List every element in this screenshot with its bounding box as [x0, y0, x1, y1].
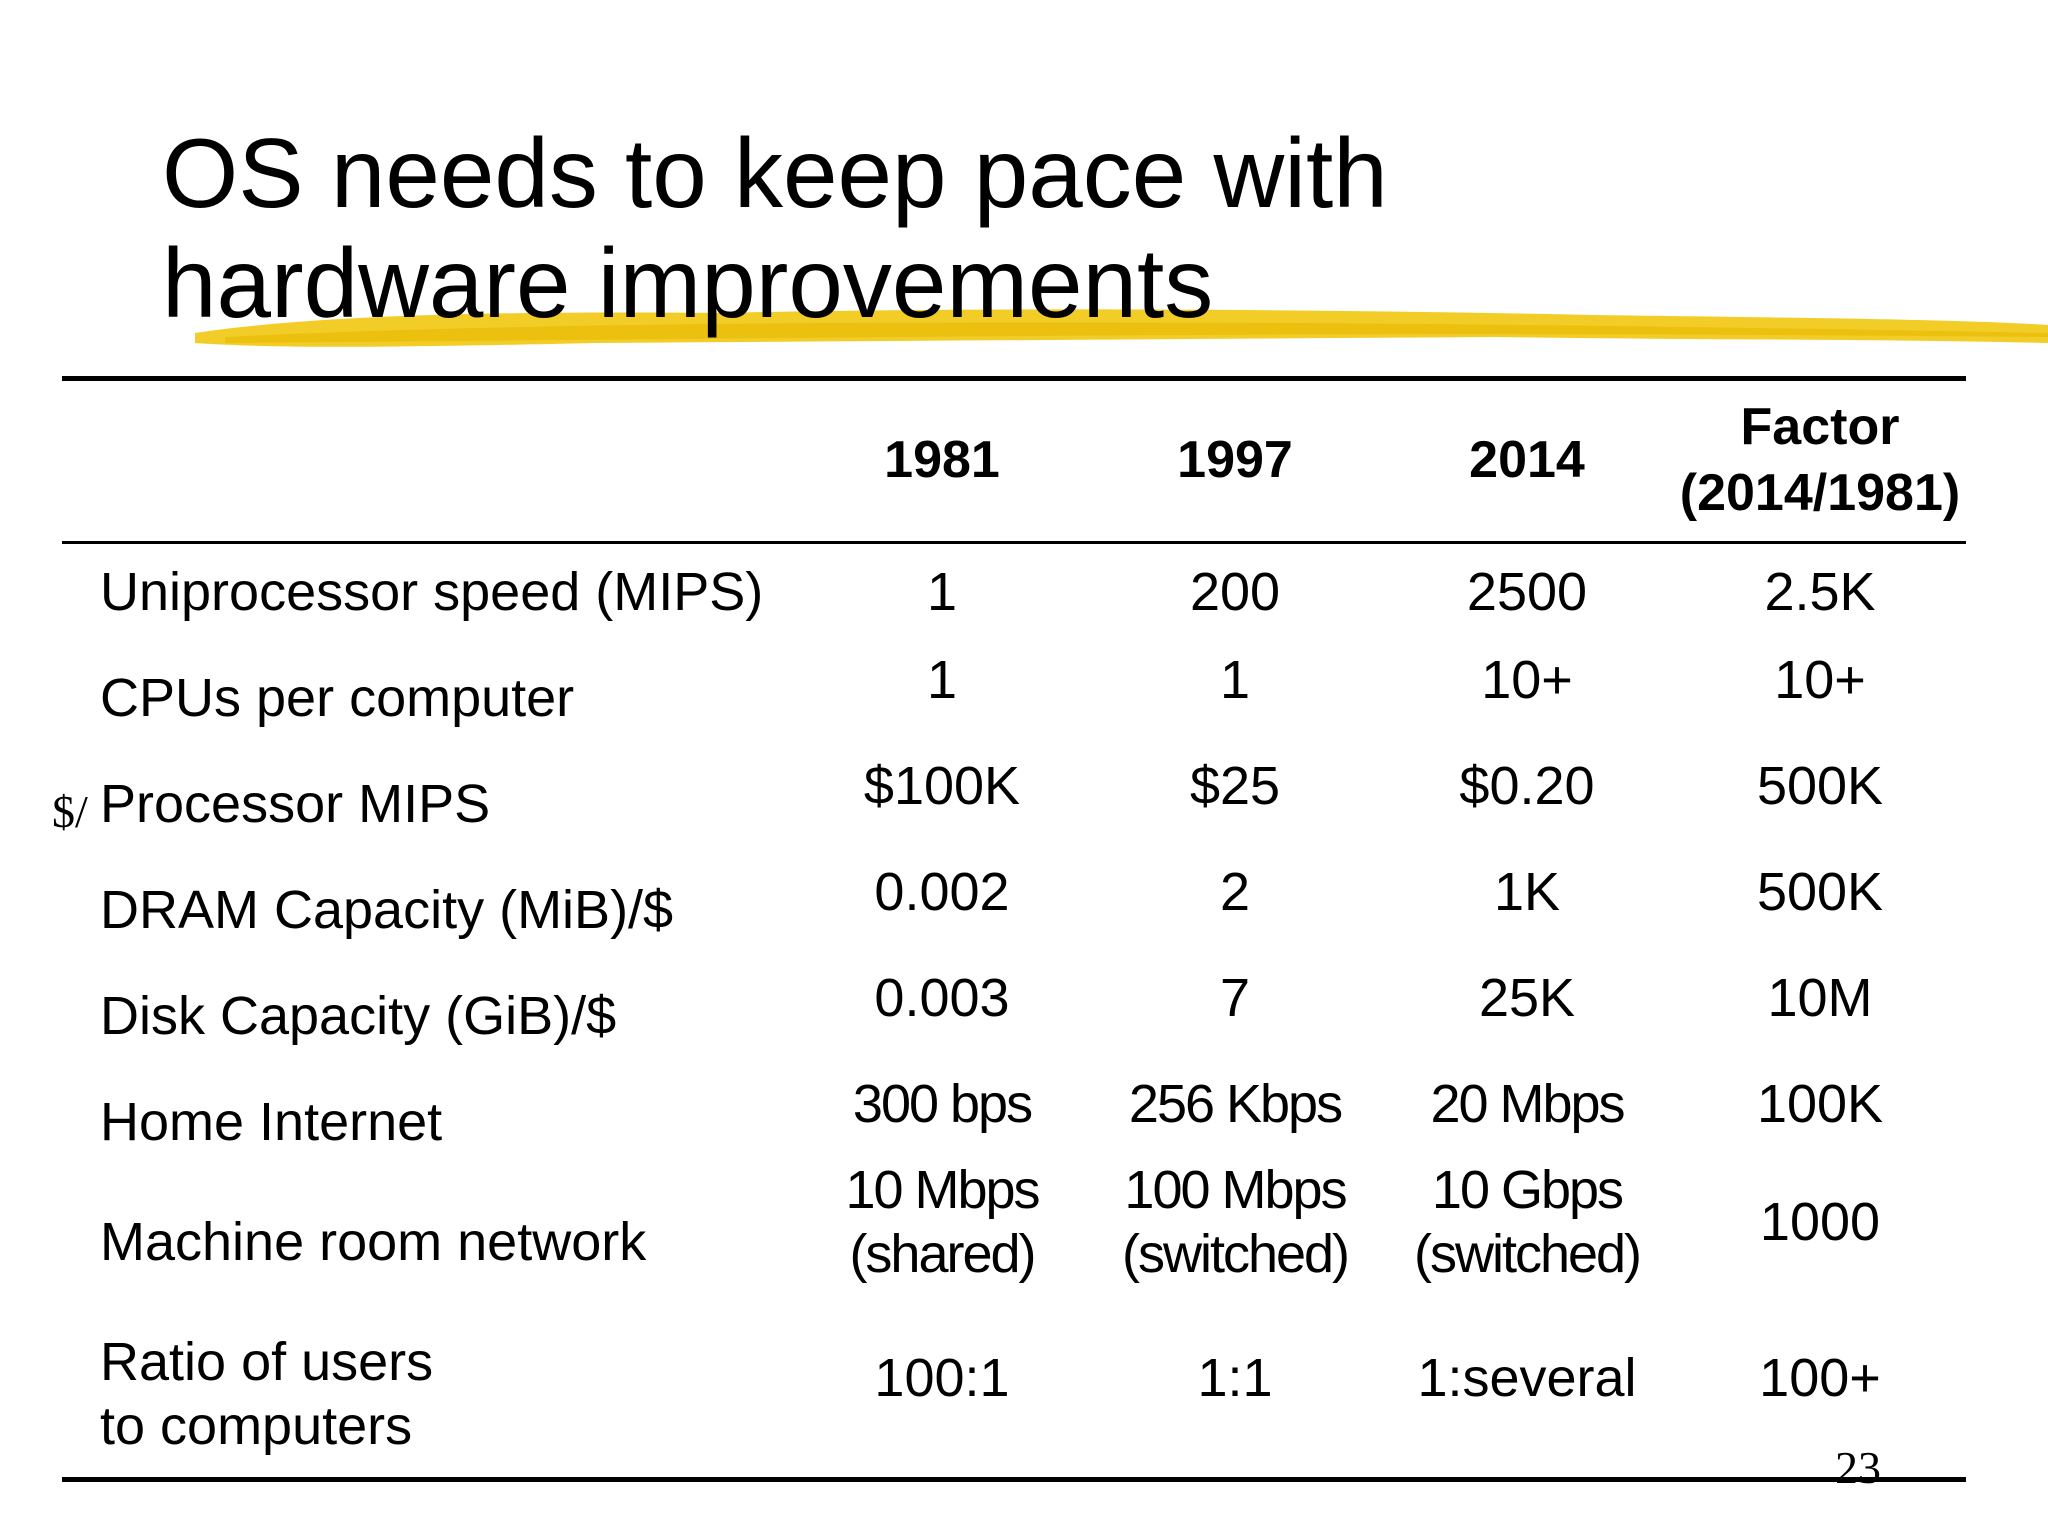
cell-ratio-1997: 1:1: [1197, 1348, 1273, 1408]
row-label-ratio-users: Ratio of users to computers: [100, 1330, 433, 1458]
cell-dram-2014: 1K: [1493, 862, 1561, 922]
row-label-prefix-dollar-per: $/: [52, 786, 88, 837]
header-1997: 1997: [1177, 431, 1293, 489]
header-factor-line-1: Factor: [1740, 398, 1900, 456]
cell-home-internet-1981: 300 bps: [852, 1074, 1033, 1134]
cell-home-internet-2014: 20 Mbps: [1430, 1074, 1625, 1134]
cell-machine-room-1981: 10 Mbps (shared): [792, 1158, 1092, 1286]
table-top-rule: [62, 376, 1966, 381]
cell-dram-1981: 0.002: [874, 862, 1010, 922]
cell-uniprocessor-1981: 1: [926, 562, 958, 622]
slide-title: OS needs to keep pace with hardware impr…: [162, 118, 1388, 338]
cell-dram-1997: 2: [1219, 862, 1251, 922]
header-factor-line-2: (2014/1981): [1679, 464, 1961, 522]
cell-ratio-2014: 1:several: [1417, 1348, 1637, 1408]
cell-machine-room-1997: 100 Mbps (switched): [1085, 1158, 1385, 1286]
title-line-1: OS needs to keep pace with: [162, 118, 1388, 228]
header-factor: Factor (2014/1981): [1655, 394, 1985, 526]
row-label-home-internet: Home Internet: [100, 1092, 443, 1152]
cell-cpus-factor: 10+: [1774, 650, 1866, 710]
cell-disk-1997: 7: [1219, 968, 1251, 1028]
header-2014: 2014: [1469, 431, 1585, 489]
cell-cpus-2014: 10+: [1481, 650, 1573, 710]
row-label-ratio-line-2: to computers: [100, 1396, 413, 1456]
cell-home-internet-factor: 100K: [1756, 1074, 1884, 1134]
cell-disk-1981: 0.003: [874, 968, 1010, 1028]
cell-machine-room-2014-line-1: 10 Gbps: [1431, 1160, 1624, 1220]
row-label-cpus-per-computer: CPUs per computer: [100, 668, 575, 728]
cell-ratio-factor: 100+: [1759, 1348, 1881, 1408]
row-label-processor-mips: Processor MIPS: [100, 774, 491, 834]
cell-home-internet-1997: 256 Kbps: [1128, 1074, 1343, 1134]
row-label-machine-room-network: Machine room network: [100, 1212, 647, 1272]
cell-disk-2014: 25K: [1478, 968, 1576, 1028]
cell-uniprocessor-factor: 2.5K: [1764, 562, 1876, 622]
cell-uniprocessor-2014: 2500: [1466, 562, 1588, 622]
cell-machine-room-2014-line-2: (switched): [1413, 1224, 1642, 1284]
row-label-dram-capacity: DRAM Capacity (MiB)/$: [100, 880, 674, 940]
cell-processor-mips-2014: $0.20: [1459, 756, 1595, 816]
cell-disk-factor: 10M: [1767, 968, 1873, 1028]
cell-machine-room-2014: 10 Gbps (switched): [1377, 1158, 1677, 1286]
cell-cpus-1997: 1: [1219, 650, 1251, 710]
cell-processor-mips-1981: $100K: [863, 756, 1021, 816]
table-header-rule: [62, 541, 1966, 544]
cell-ratio-1981: 100:1: [874, 1348, 1010, 1408]
cell-machine-room-1981-line-2: (shared): [849, 1224, 1036, 1284]
cell-cpus-1981: 1: [926, 650, 958, 710]
row-label-uniprocessor-speed: Uniprocessor speed (MIPS): [100, 562, 764, 622]
cell-dram-factor: 500K: [1756, 862, 1884, 922]
cell-machine-room-1997-line-2: (switched): [1121, 1224, 1350, 1284]
header-1981: 1981: [884, 431, 1000, 489]
cell-machine-room-factor: 1000: [1759, 1192, 1881, 1252]
row-label-ratio-line-1: Ratio of users: [100, 1332, 434, 1392]
cell-processor-mips-factor: 500K: [1756, 756, 1884, 816]
title-line-2: hardware improvements: [162, 228, 1214, 338]
table-bottom-rule: [62, 1477, 1966, 1482]
highlighter-stroke: [195, 309, 2048, 347]
page-number: 23: [1835, 1442, 1881, 1493]
cell-machine-room-1981-line-1: 10 Mbps: [845, 1160, 1040, 1220]
cell-machine-room-1997-line-1: 100 Mbps: [1124, 1160, 1347, 1220]
cell-processor-mips-1997: $25: [1189, 756, 1281, 816]
row-label-disk-capacity: Disk Capacity (GiB)/$: [100, 986, 617, 1046]
cell-uniprocessor-1997: 200: [1189, 562, 1281, 622]
